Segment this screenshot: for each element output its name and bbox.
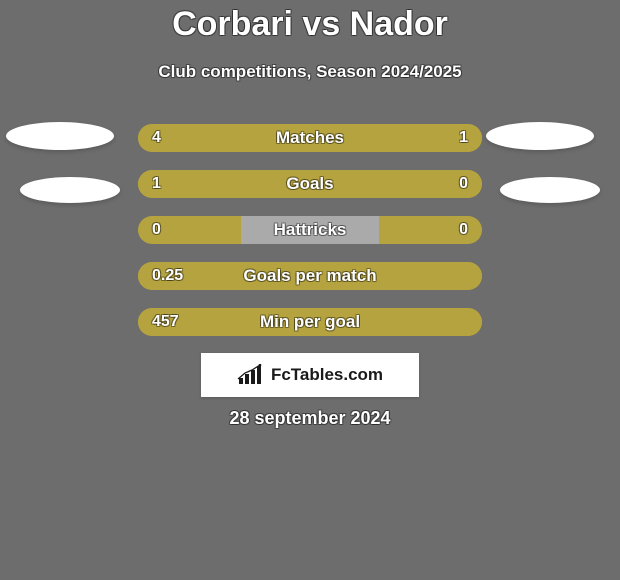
page-title: Corbari vs Nador <box>0 5 620 44</box>
side-ellipse <box>6 122 114 150</box>
stat-row: Hattricks0 0 <box>0 216 620 244</box>
brand-chart-icon <box>237 364 265 386</box>
stat-row: Min per goal457 <box>0 308 620 336</box>
bar-value-right: 1 <box>459 124 468 152</box>
bar-label: Goals per match <box>0 262 620 290</box>
bar-value-left: 0.25 <box>152 262 183 290</box>
bar-value-left: 4 <box>152 124 161 152</box>
side-ellipse <box>20 177 120 203</box>
bar-value-right: 0 <box>459 216 468 244</box>
stats-canvas: Corbari vs Nador Club competitions, Seas… <box>0 0 620 580</box>
bar-value-left: 1 <box>152 170 161 198</box>
subtitle: Club competitions, Season 2024/2025 <box>0 62 620 82</box>
side-ellipse <box>500 177 600 203</box>
bar-label: Min per goal <box>0 308 620 336</box>
bar-value-left: 0 <box>152 216 161 244</box>
bar-value-right: 0 <box>459 170 468 198</box>
date-text: 28 september 2024 <box>0 408 620 429</box>
stat-row: Goals per match0.25 <box>0 262 620 290</box>
brand-text: FcTables.com <box>271 365 383 385</box>
bar-value-left: 457 <box>152 308 179 336</box>
brand-badge: FcTables.com <box>201 353 419 397</box>
bar-label: Hattricks <box>0 216 620 244</box>
side-ellipse <box>486 122 594 150</box>
